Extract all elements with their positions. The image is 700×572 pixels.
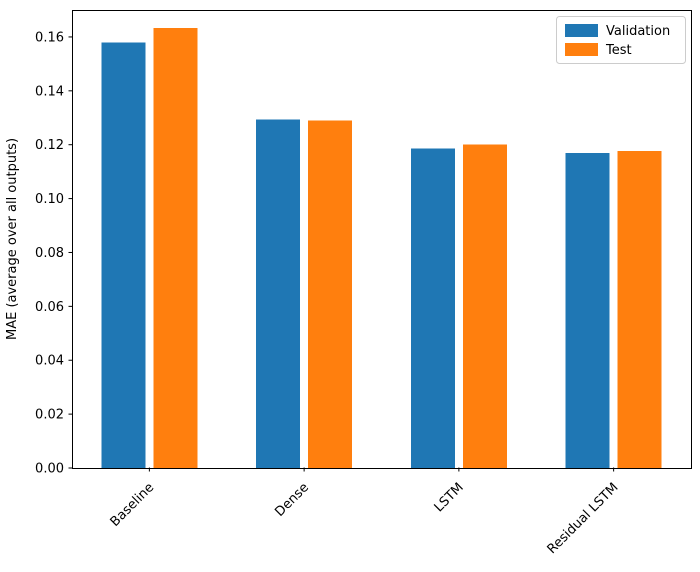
bar-test-dense <box>308 120 353 468</box>
y-tick-label: 0.10 <box>35 192 64 207</box>
y-tick-label: 0.06 <box>35 300 64 315</box>
legend-label-test: Test <box>605 43 632 58</box>
legend-swatch-test <box>565 43 598 56</box>
y-axis: 0.00 0.02 0.04 0.06 0.08 0.10 0.12 0.14 0.16 <box>35 30 73 477</box>
legend-label-validation: Validation <box>606 24 670 39</box>
legend: Validation Test <box>556 16 686 64</box>
y-tick-label: 0.12 <box>35 138 64 153</box>
y-tick-label: 0.00 <box>35 462 64 477</box>
bars-group <box>101 28 662 469</box>
y-tick-label: 0.04 <box>35 354 64 369</box>
y-tick-label: 0.08 <box>35 246 64 261</box>
bar-validation-dense <box>256 119 301 468</box>
legend-swatch-validation <box>565 24 598 37</box>
bar-validation-lstm <box>410 148 455 468</box>
plot-frame <box>72 10 692 469</box>
y-axis-label: MAE (average over all outputs) <box>5 138 20 340</box>
bar-test-baseline <box>153 28 198 468</box>
y-tick-label: 0.16 <box>35 30 64 45</box>
bar-test-lstm <box>462 144 507 468</box>
y-tick-label: 0.02 <box>35 408 64 423</box>
bar-validation-residual-lstm <box>565 152 610 469</box>
bar-test-residual-lstm <box>617 150 662 468</box>
bar-validation-baseline <box>101 42 146 469</box>
y-tick-label: 0.14 <box>35 84 64 99</box>
